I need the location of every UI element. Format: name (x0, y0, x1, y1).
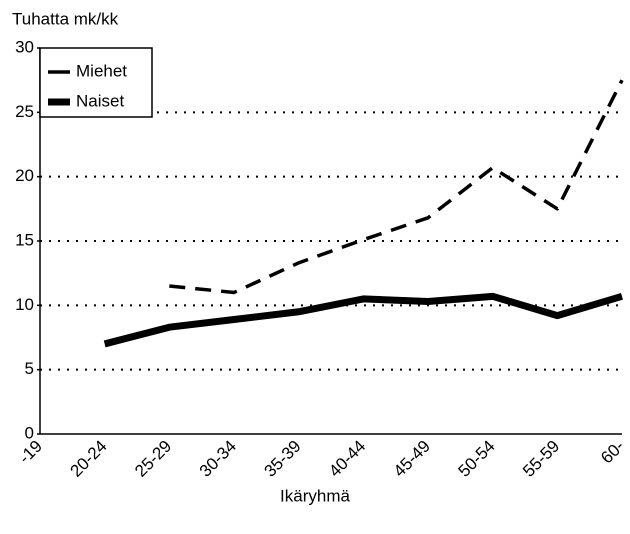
x-tick-label: 25-29 (131, 437, 175, 481)
x-tick-label: 35-39 (260, 437, 304, 481)
x-tick-label: 50-54 (454, 437, 498, 481)
x-tick-label: 55-59 (519, 437, 563, 481)
x-tick-label: 20-24 (66, 437, 110, 481)
x-tick-label: 40-44 (325, 437, 369, 481)
legend-label: Naiset (76, 91, 124, 110)
y-axis-label: Tuhatta mk/kk (12, 9, 119, 28)
x-tick-label: 45-49 (390, 437, 434, 481)
y-tick-label: 5 (25, 359, 34, 378)
y-tick-label: 25 (15, 102, 34, 121)
x-axis-label: Ikäryhmä (280, 486, 350, 505)
x-tick-label: -19 (15, 437, 46, 468)
x-tick-label: 30-34 (196, 437, 240, 481)
x-tick-label: 60- (597, 437, 628, 468)
line-series (103, 292, 624, 348)
legend-box (39, 47, 153, 118)
y-tick-label: 30 (15, 37, 34, 56)
legend-label: Miehet (76, 61, 127, 80)
y-tick-label: 0 (25, 423, 34, 442)
y-tick-label: 10 (15, 295, 34, 314)
y-tick-label: 15 (15, 230, 34, 249)
y-tick-label: 20 (15, 166, 34, 185)
line-series (169, 79, 624, 295)
